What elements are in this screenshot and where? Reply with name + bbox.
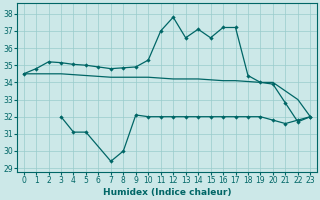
X-axis label: Humidex (Indice chaleur): Humidex (Indice chaleur) — [103, 188, 231, 197]
